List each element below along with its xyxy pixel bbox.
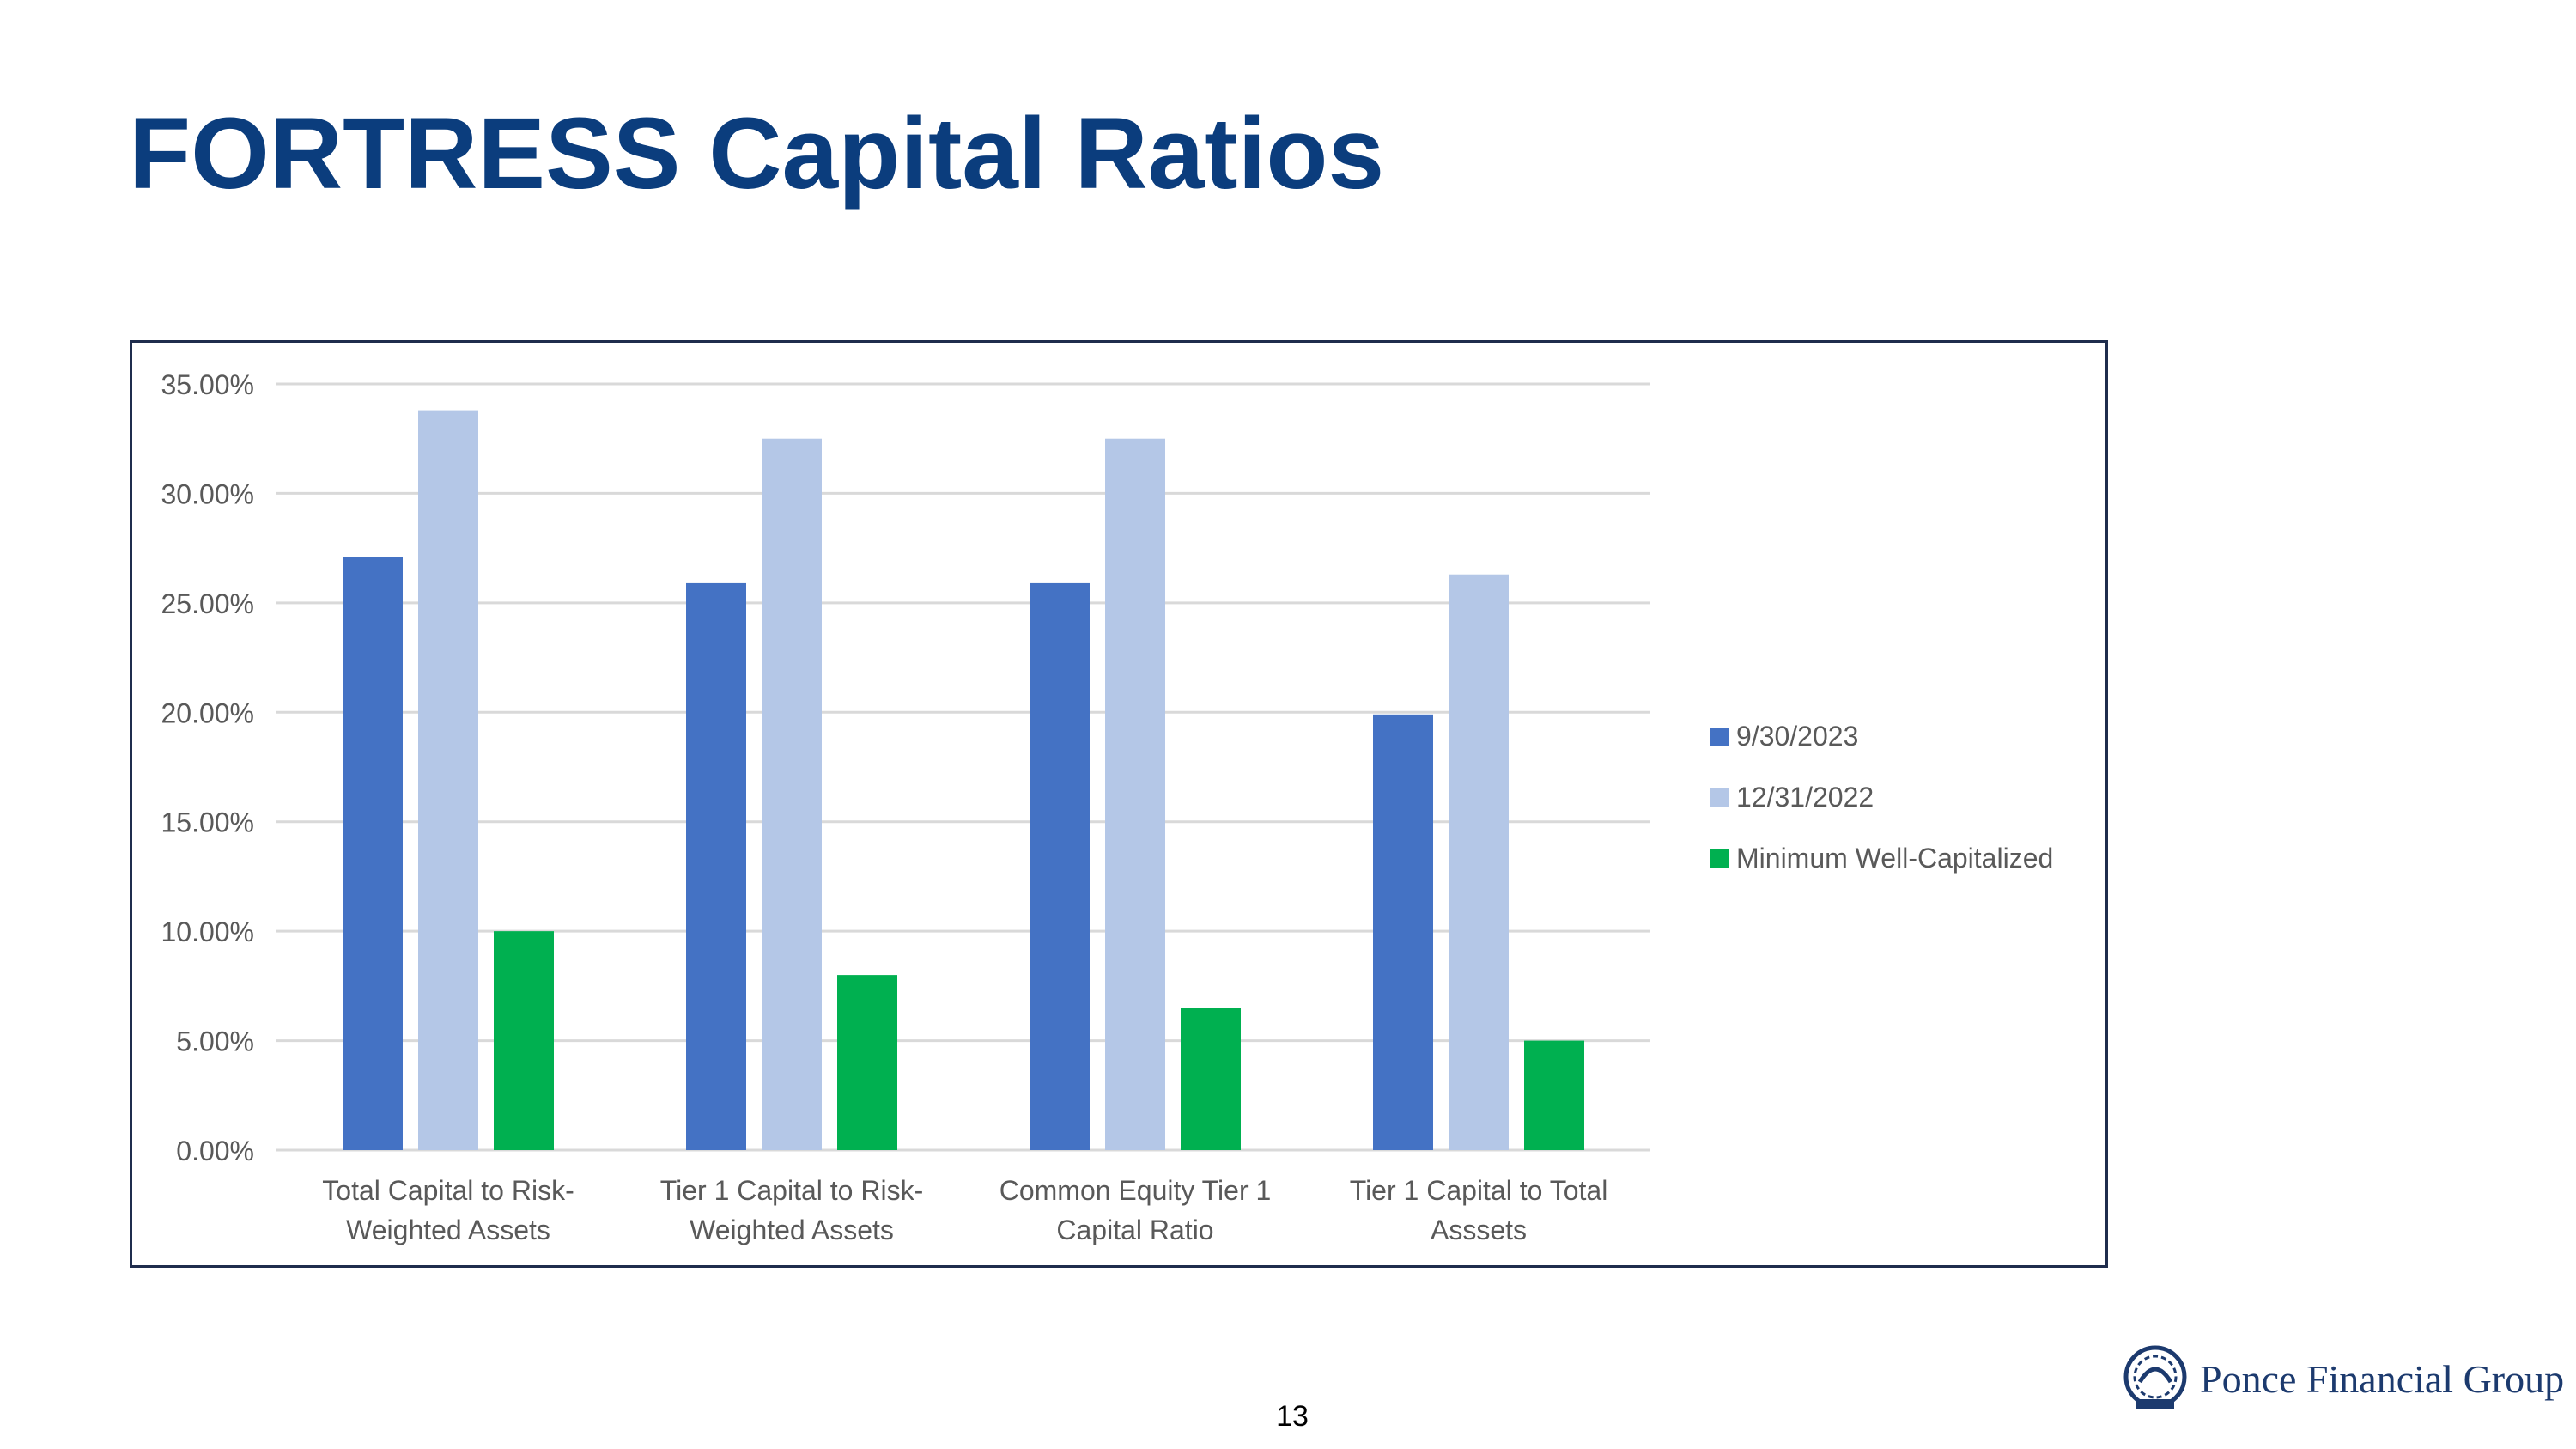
bar [1449,574,1509,1150]
x-tick-label: Total Capital to Risk-Weighted Assets [322,1175,574,1245]
bars [343,410,1584,1150]
legend-swatch [1710,728,1729,746]
legend: 9/30/2023 12/31/2022 Minimum Well-Capitali… [1710,721,2053,874]
y-tick-label: 20.00% [161,697,254,728]
bar [837,975,897,1150]
legend-label: Minimum Well-Capitalized [1736,843,2053,874]
bar [1181,1008,1241,1150]
bar [494,931,554,1150]
bar [1373,714,1433,1150]
legend-label: 12/31/2022 [1736,782,1874,813]
bar [1105,438,1165,1150]
gridlines [276,382,1650,1152]
y-tick-label: 0.00% [176,1135,254,1166]
bar-chart: 0.00% 5.00% 10.00% 15.00% 20.00% 25.00% 30.00%… [161,369,2053,1245]
logo-text: Ponce Financial Group [2200,1356,2565,1401]
chart-frame: 0.00% 5.00% 10.00% 15.00% 20.00% 25.00% 30.00%… [130,340,2108,1268]
x-tick-label: Common Equity Tier 1 Capital Ratio [999,1175,1272,1245]
y-tick-label: 30.00% [161,478,254,509]
seal-icon [2123,1345,2187,1409]
legend-swatch [1710,788,1729,807]
y-tick-label: 15.00% [161,807,254,838]
bar [418,410,478,1150]
legend-label: 9/30/2023 [1736,721,1858,752]
legend-swatch [1710,849,1729,868]
company-logo: Ponce Financial Group [2119,1340,2564,1417]
bar [343,557,403,1150]
x-tick-label: Tier 1 Capital to Risk-Weighted Assets [660,1175,923,1245]
y-tick-label: 25.00% [161,588,254,619]
y-tick-label: 10.00% [161,916,254,947]
y-axis-ticks: 0.00% 5.00% 10.00% 15.00% 20.00% 25.00% 30.00%… [161,369,254,1166]
x-axis-labels: Total Capital to Risk-Weighted Assets Tie… [322,1175,1607,1245]
x-tick-label: Tier 1 Capital to Total Asssets [1350,1175,1608,1245]
slide-title: FORTRESS Capital Ratios [129,97,1385,210]
page-number: 13 [1276,1400,1309,1433]
y-tick-label: 5.00% [176,1026,254,1057]
bar [1524,1040,1584,1150]
y-tick-label: 35.00% [161,369,254,400]
bar [686,582,746,1150]
bar [1030,582,1090,1150]
bar [762,438,822,1150]
